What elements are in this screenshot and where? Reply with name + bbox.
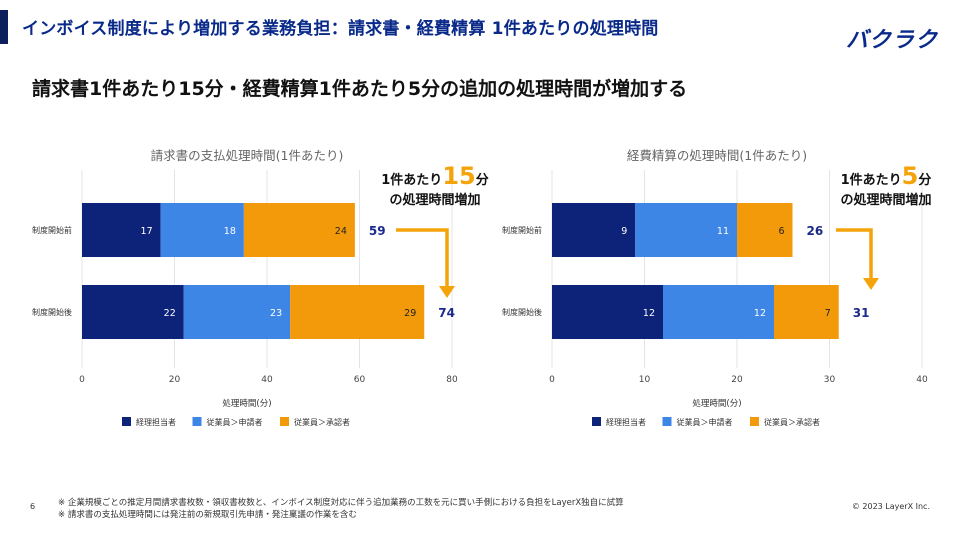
bar-total-label: 26 — [807, 224, 824, 238]
bar-value-label: 22 — [164, 308, 176, 319]
bar-total-label: 74 — [438, 306, 455, 320]
bar-segment — [635, 203, 737, 257]
bar-segment — [290, 285, 425, 339]
x-tick-label: 40 — [916, 375, 928, 385]
bar-value-label: 11 — [717, 226, 729, 237]
bar-segment — [243, 203, 355, 257]
legend-swatch — [592, 417, 601, 426]
callout-line2: の処理時間増加 — [389, 193, 481, 208]
chart-svg: 請求書の支払処理時間(1件あたり) 0 20 40 60 80 制度開始前 17 18 24 59 制… — [32, 148, 458, 427]
callout-prefix: 1件あたり — [381, 173, 443, 188]
page-title: インボイス制度により増加する業務負担：請求書・経費精算 1件あたりの処理時間 — [22, 19, 659, 39]
category-label: 制度開始前 — [502, 225, 542, 235]
footnote: ※ 請求書の支払処理時間には発注前の新規取引先申請・発注稟議の作業を含む — [58, 510, 357, 520]
legend-label: 従業員＞承認者 — [764, 417, 820, 427]
category-label: 制度開始前 — [32, 225, 72, 235]
callout-arrow-line — [836, 228, 873, 278]
legend-label: 従業員＞承認者 — [294, 417, 350, 427]
x-tick-label: 0 — [549, 375, 555, 385]
callout-number: 15 — [442, 162, 476, 190]
invoice-processing-chart: 請求書の支払処理時間(1件あたり) 0 20 40 60 80 制度開始前 17 18 24 59 制… — [20, 140, 460, 440]
expense-increase-callout: 1件あたり5分 の処理時間増加 — [826, 164, 946, 211]
bar-value-label: 6 — [778, 226, 784, 237]
legend-swatch — [750, 417, 759, 426]
bar-segment — [160, 203, 244, 257]
callout-suffix: 分 — [475, 173, 489, 188]
footnotes: ※ 企業規模ごとの推定月間請求書枚数・領収書枚数と、インボイス制度対応に伴う追加… — [58, 497, 624, 521]
callout-arrow-head — [863, 278, 879, 290]
bar-total-label: 59 — [369, 224, 386, 238]
invoice-increase-callout: 1件あたり15分 の処理時間増加 — [370, 164, 500, 211]
bar-value-label: 7 — [825, 308, 831, 319]
chart-title: 請求書の支払処理時間(1件あたり) — [151, 148, 344, 163]
x-axis-label: 処理時間(分) — [692, 398, 741, 409]
x-tick-label: 60 — [354, 375, 366, 385]
bar-value-label: 12 — [643, 308, 655, 319]
legend-label: 経理担当者 — [606, 417, 646, 427]
legend-swatch — [122, 417, 131, 426]
page-number: 6 — [30, 502, 36, 511]
legend-swatch — [192, 417, 202, 426]
legend-label: 従業員＞申請者 — [207, 417, 263, 427]
x-tick-label: 30 — [824, 375, 836, 385]
x-tick-label: 20 — [169, 375, 181, 385]
headline: 請求書1件あたり15分・経費精算1件あたり5分の追加の処理時間が増加する — [32, 78, 688, 100]
bakuraku-logo: バクラク — [845, 28, 938, 53]
bar-segment — [82, 203, 161, 257]
chart-svg: 経費精算の処理時間(1件あたり) 0 10 20 30 40 制度開始前 9 11 6 26 制度開始… — [502, 148, 928, 427]
bar-value-label: 23 — [270, 308, 282, 319]
x-tick-label: 80 — [446, 375, 458, 385]
header-accent-bar — [0, 10, 8, 44]
bar-value-label: 29 — [404, 308, 416, 319]
bar-segment — [183, 285, 291, 339]
callout-line2: の処理時間増加 — [840, 193, 932, 208]
legend-swatch — [662, 417, 672, 426]
bar-value-label: 18 — [224, 226, 236, 237]
chart-title: 経費精算の処理時間(1件あたり) — [627, 148, 807, 163]
x-tick-label: 20 — [731, 375, 743, 385]
bar-segment — [82, 285, 184, 339]
expense-processing-chart: 経費精算の処理時間(1件あたり) 0 10 20 30 40 制度開始前 9 11 6 26 制度開始… — [490, 140, 930, 440]
bar-segment — [737, 203, 793, 257]
x-tick-label: 0 — [79, 375, 85, 385]
x-tick-label: 40 — [261, 375, 273, 385]
category-label: 制度開始後 — [502, 307, 542, 317]
legend-label: 経理担当者 — [136, 417, 176, 427]
bar-segment — [774, 285, 839, 339]
footnote: ※ 企業規模ごとの推定月間請求書枚数・領収書枚数と、インボイス制度対応に伴う追加… — [58, 498, 624, 508]
callout-arrow-line — [396, 228, 449, 286]
callout-arrow-head — [439, 286, 455, 298]
copyright: © 2023 LayerX Inc. — [851, 502, 930, 511]
bar-value-label: 17 — [141, 226, 153, 237]
callout-number: 5 — [901, 162, 919, 190]
bar-value-label: 24 — [335, 226, 347, 237]
category-label: 制度開始後 — [32, 307, 72, 317]
bar-value-label: 12 — [754, 308, 766, 319]
x-tick-label: 10 — [639, 375, 651, 385]
bar-segment — [552, 203, 636, 257]
bar-value-label: 9 — [621, 226, 627, 237]
callout-suffix: 分 — [918, 173, 932, 188]
bar-total-label: 31 — [853, 306, 870, 320]
callout-prefix: 1件あたり — [840, 173, 902, 188]
bar-segment — [552, 285, 663, 339]
legend-label: 従業員＞申請者 — [677, 417, 733, 427]
bar-segment — [663, 285, 774, 339]
legend-swatch — [280, 417, 289, 426]
x-axis-label: 処理時間(分) — [222, 398, 271, 409]
